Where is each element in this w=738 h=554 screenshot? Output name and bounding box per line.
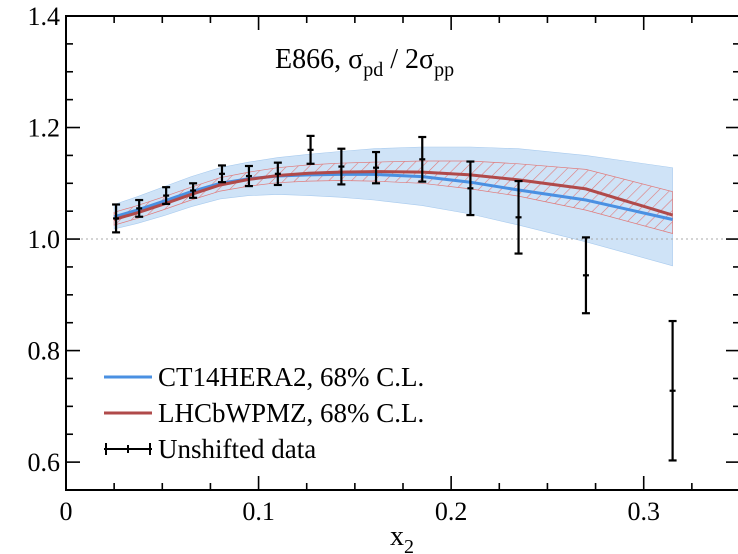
y-tick-label: 1.4 [28, 2, 61, 31]
data-point [337, 147, 346, 186]
data-points [112, 134, 677, 462]
data-point [217, 164, 226, 184]
data-point [162, 186, 171, 206]
legend-label-lhcb: LHCbWPMZ, 68% C.L. [158, 398, 424, 428]
x-tick-label: 0.2 [435, 497, 468, 526]
plot-title: E866, σpd / 2σpp [275, 44, 454, 81]
data-point [514, 179, 523, 255]
legend: CT14HERA2, 68% C.L. LHCbWPMZ, 68% C.L. U… [104, 362, 424, 464]
data-point [668, 319, 677, 462]
data-point [306, 134, 315, 165]
x-tick-label: 0.3 [627, 497, 660, 526]
data-point [135, 198, 144, 218]
data-point [189, 182, 198, 199]
legend-label-data: Unshifted data [158, 434, 316, 464]
ct14-central-line [113, 172, 673, 221]
y-tick-label: 0.6 [28, 448, 61, 477]
x-tick-label: 0 [60, 497, 73, 526]
x-tick-label: 0.1 [242, 497, 275, 526]
data-point [372, 150, 381, 185]
plot-area [66, 134, 738, 462]
data-point [244, 164, 253, 188]
data-point [273, 161, 282, 187]
x-axis-title: x2 [390, 521, 414, 554]
axis-tick-labels: 0 0.1 0.2 0.3 0.6 0.8 1.0 1.2 1.4 [28, 2, 660, 526]
y-tick-label: 1.2 [28, 114, 61, 143]
data-point [466, 160, 475, 217]
legend-swatch-data [104, 443, 152, 455]
data-point [581, 236, 590, 315]
legend-label-ct14: CT14HERA2, 68% C.L. [158, 362, 424, 392]
y-tick-label: 0.8 [28, 337, 61, 366]
lhcb-central-line [113, 170, 674, 221]
data-point [112, 203, 121, 234]
data-point [418, 135, 427, 183]
y-tick-label: 1.0 [28, 225, 61, 254]
